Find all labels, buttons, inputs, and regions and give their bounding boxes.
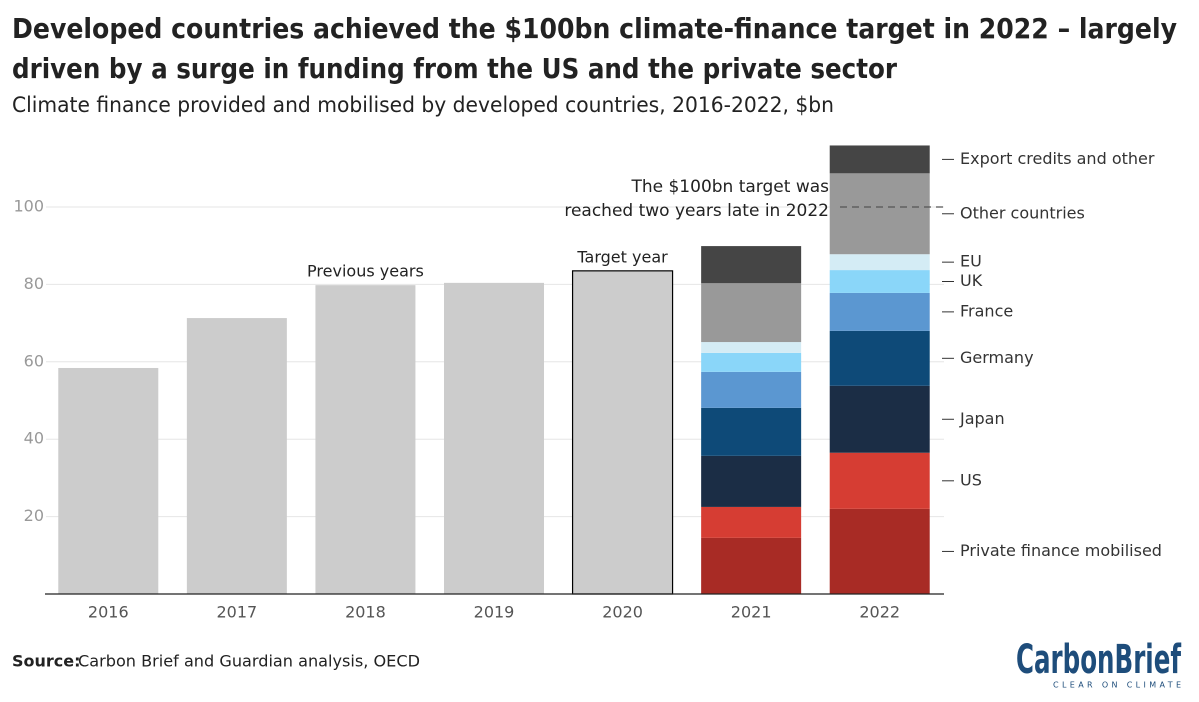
bar-segment xyxy=(829,145,930,174)
source-text: Carbon Brief and Guardian analysis, OECD xyxy=(78,652,420,671)
bar xyxy=(444,282,544,594)
legend-label: Export credits and other xyxy=(960,149,1155,168)
bar-segment xyxy=(701,342,802,353)
bar-segment xyxy=(829,292,930,331)
legend-label: UK xyxy=(960,271,983,290)
x-tick-label: 2021 xyxy=(731,603,772,622)
annotation: Target year xyxy=(576,247,668,266)
legend-label: Private finance mobilised xyxy=(960,541,1162,560)
legend-label: Japan xyxy=(959,409,1005,428)
y-tick-label: 40 xyxy=(24,429,44,448)
bar-segment xyxy=(829,254,930,271)
bar-segment xyxy=(829,385,930,453)
bar-segment xyxy=(701,537,802,594)
bar-segment xyxy=(701,506,802,538)
bar-segment xyxy=(829,508,930,594)
bar-segment xyxy=(701,407,802,456)
legend-label: Germany xyxy=(960,348,1034,367)
annotation: Previous years xyxy=(307,262,424,281)
x-tick-label: 2022 xyxy=(859,603,900,622)
bar-segment xyxy=(701,455,802,507)
bar xyxy=(186,318,287,594)
bar-segment xyxy=(829,330,930,386)
bar xyxy=(315,285,416,594)
bar-segment xyxy=(701,246,802,284)
y-tick-label: 20 xyxy=(24,506,44,525)
y-tick-label: 60 xyxy=(24,351,44,370)
logo-tagline: CLEAR ON CLIMATE xyxy=(1053,681,1181,690)
x-tick-label: 2018 xyxy=(345,603,386,622)
chart-title: driven by a surge in funding from the US… xyxy=(12,52,897,85)
bar-segment xyxy=(829,173,930,255)
chart-subtitle: Climate finance provided and mobilised b… xyxy=(12,93,834,117)
y-tick-label: 80 xyxy=(24,274,44,293)
x-tick-label: 2016 xyxy=(88,603,129,622)
y-tick-label: 100 xyxy=(13,197,44,216)
bar xyxy=(58,367,159,594)
x-tick-label: 2019 xyxy=(474,603,515,622)
bar-segment xyxy=(701,371,802,408)
bar-segment xyxy=(701,283,802,343)
target-label: reached two years late in 2022 xyxy=(564,201,829,221)
target-label: The $100bn target was xyxy=(630,177,829,197)
legend-label: Other countries xyxy=(960,203,1085,222)
logo: CarbonBrief xyxy=(1016,637,1181,683)
x-tick-label: 2017 xyxy=(216,603,257,622)
bar xyxy=(571,270,674,595)
legend-label: EU xyxy=(960,252,982,271)
x-tick-label: 2020 xyxy=(602,603,643,622)
bar-segment xyxy=(829,270,930,293)
source-label: Source: xyxy=(12,652,81,671)
bar-segment xyxy=(829,452,930,509)
chart-title: Developed countries achieved the $100bn … xyxy=(12,12,1177,45)
legend-label: US xyxy=(960,470,982,489)
bar-segment xyxy=(701,352,802,372)
legend-label: France xyxy=(960,301,1013,320)
